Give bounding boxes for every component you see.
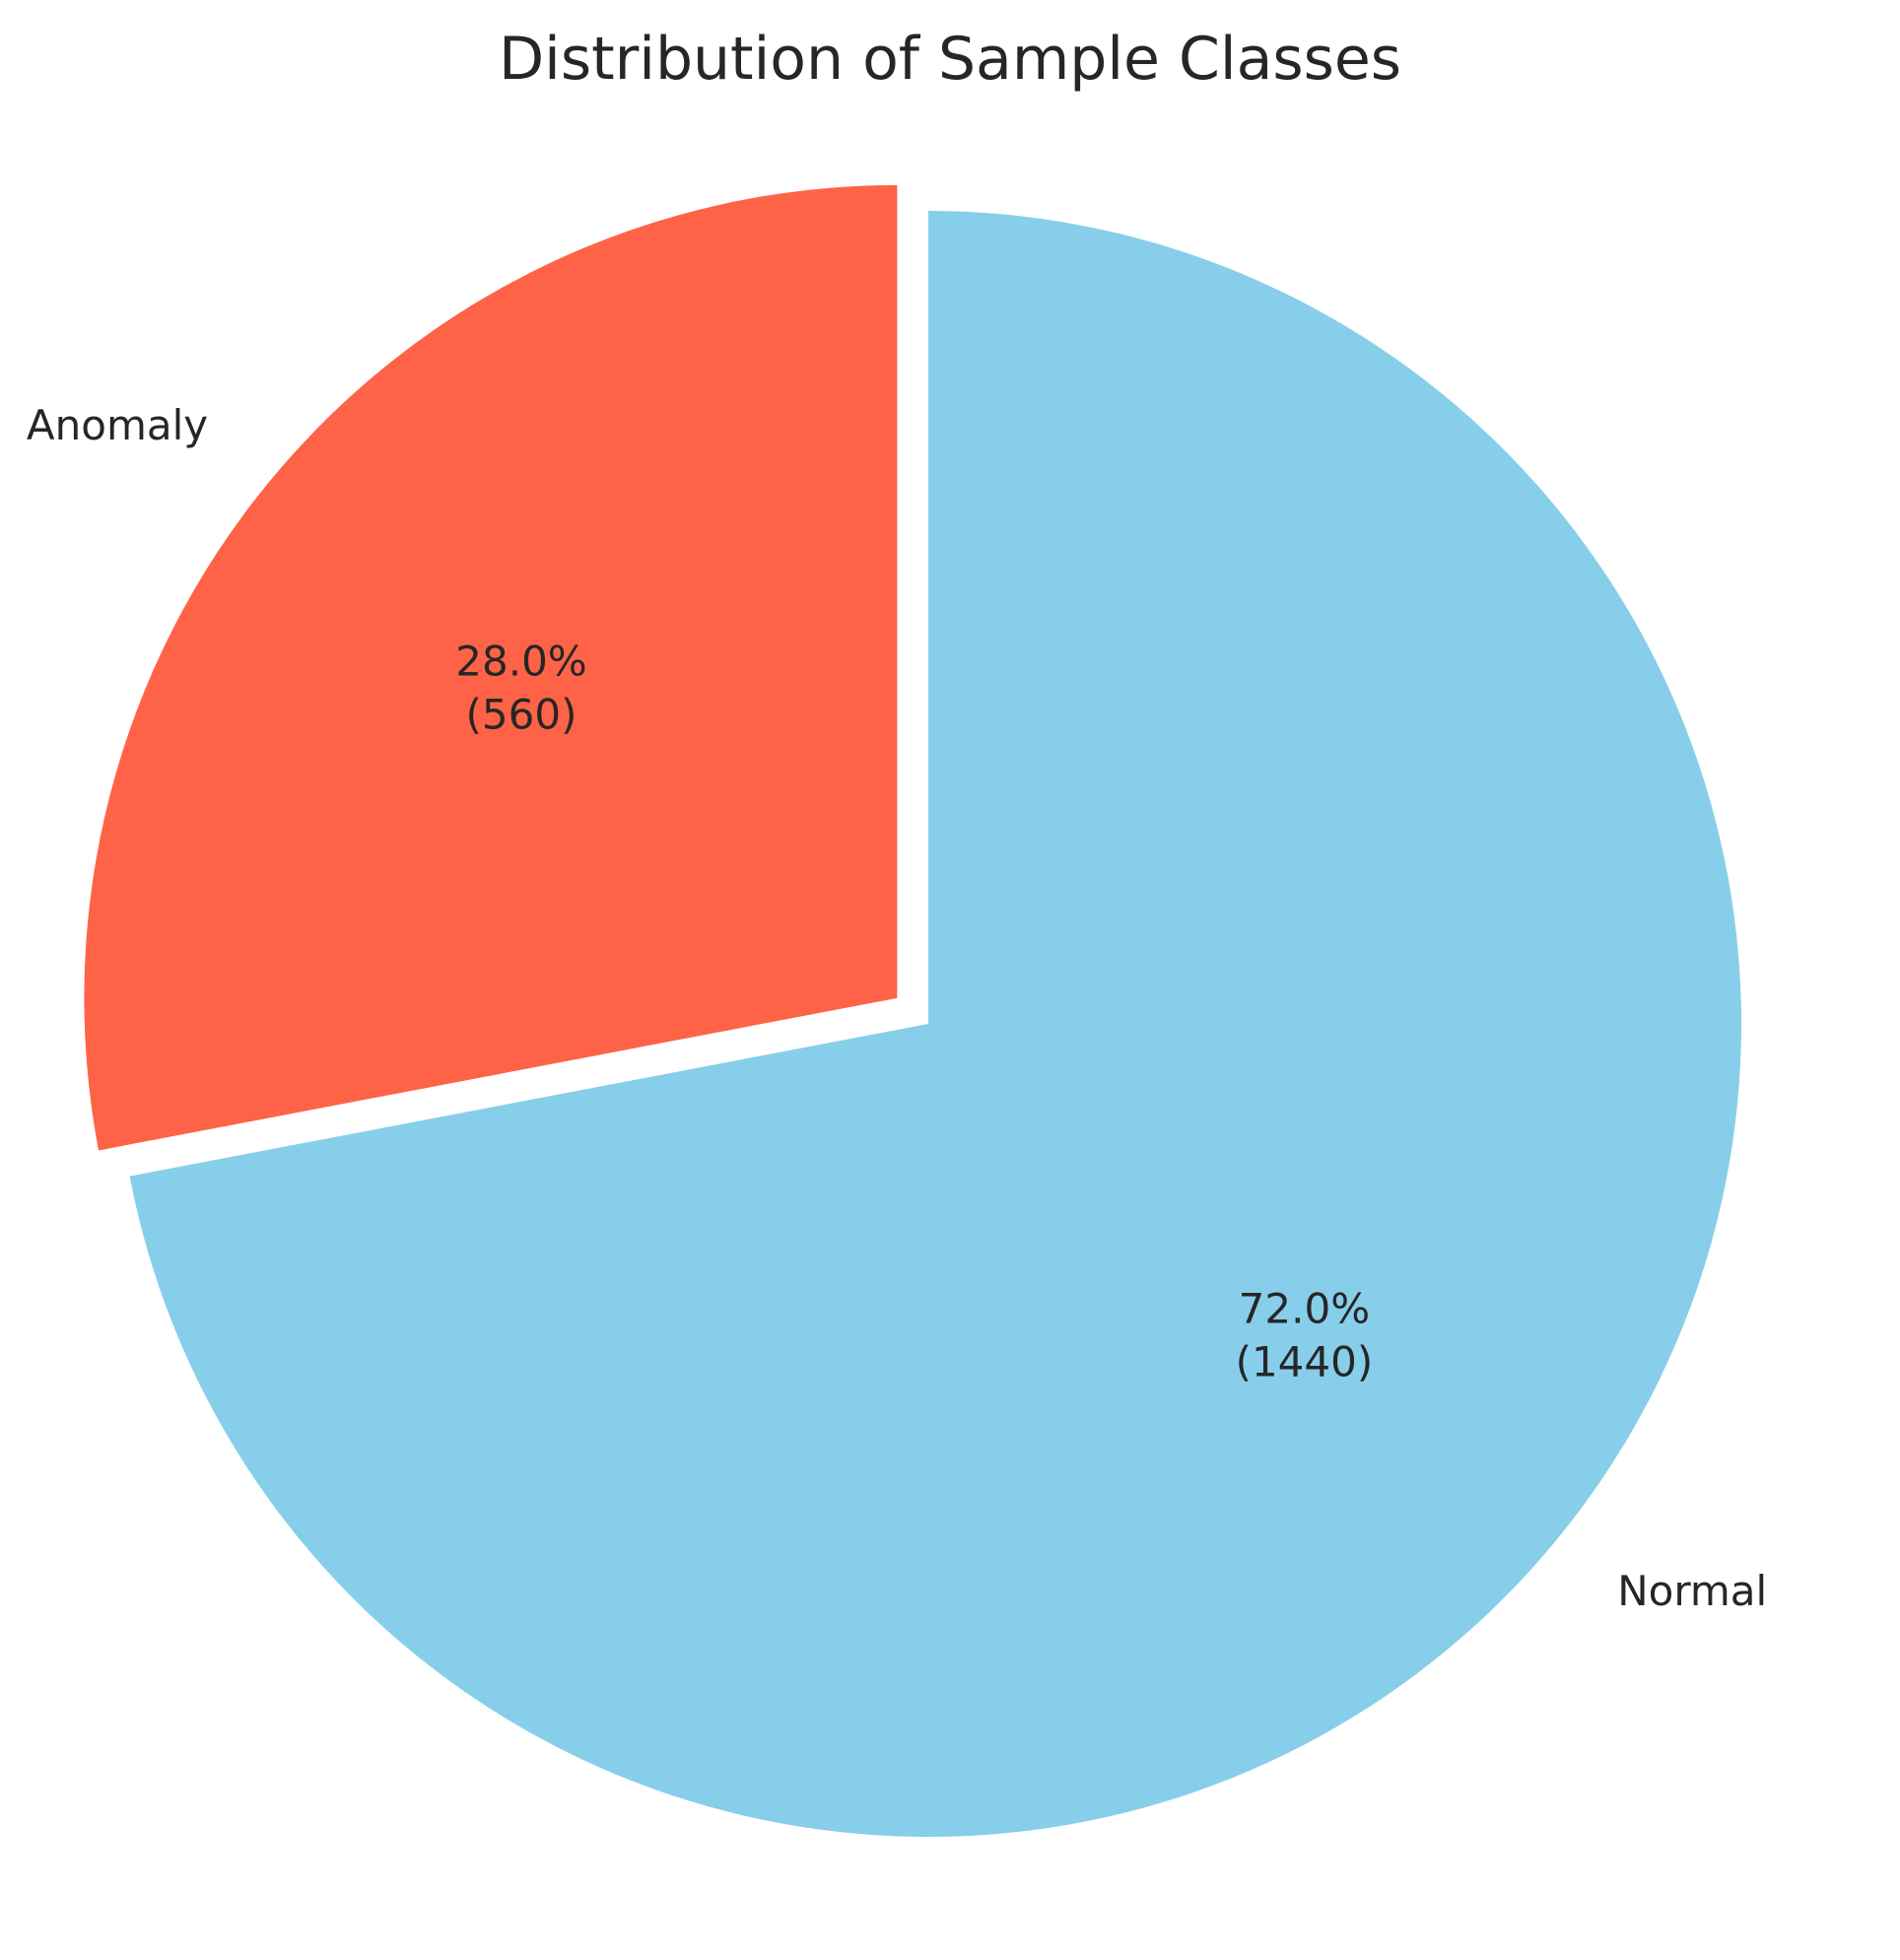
- chart-title: Distribution of Sample Classes: [499, 25, 1401, 94]
- slice-percent-anomaly: 28.0%: [455, 637, 586, 685]
- slice-value-label-normal: 72.0% (1440): [1236, 1285, 1374, 1386]
- pie-slice-normal: [129, 211, 1741, 1837]
- pie-slices: [84, 184, 1741, 1837]
- pie-labels: Normal 72.0% (1440) Anomaly 28.0% (560): [27, 401, 1767, 1615]
- slice-value-label-anomaly: 28.0% (560): [455, 637, 586, 738]
- slice-count-normal: (1440): [1236, 1338, 1374, 1386]
- slice-label-anomaly: Anomaly: [27, 401, 208, 449]
- slice-label-normal: Normal: [1617, 1567, 1767, 1615]
- slice-percent-normal: 72.0%: [1239, 1285, 1370, 1333]
- slice-count-anomaly: (560): [466, 690, 577, 738]
- pie-slice-anomaly: [84, 184, 898, 1151]
